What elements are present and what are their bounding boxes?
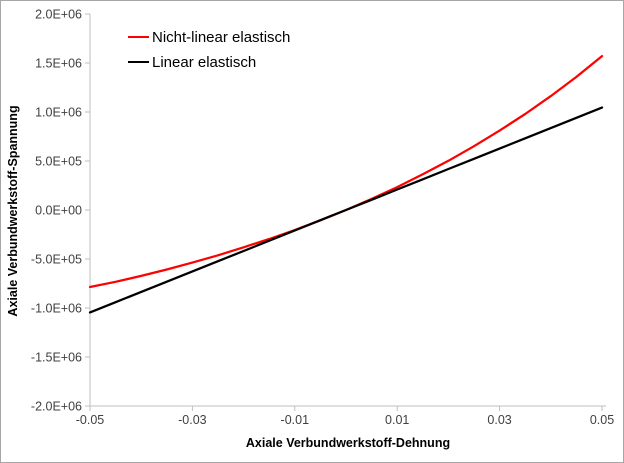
x-tick-label: -0.03 [178, 413, 207, 427]
legend-layer: Nicht-linear elastisch Linear elastisch [128, 29, 290, 71]
y-tick-label: -2.0E+06 [31, 400, 82, 414]
y-tick-label: 0.0E+00 [35, 204, 82, 218]
x-axis-title: Axiale Verbundwerkstoff-Dehnung [246, 436, 450, 450]
y-tick-label: 1.0E+06 [35, 106, 82, 120]
x-tick-label: 0.05 [590, 413, 614, 427]
legend-label: Linear elastisch [152, 54, 256, 71]
x-tick-label: -0.01 [281, 413, 310, 427]
y-tick-label: -1.5E+06 [31, 351, 82, 365]
x-tick-label: 0.01 [385, 413, 409, 427]
y-axis-title: Axiale Verbundwerkstoff-Spannung [6, 105, 20, 316]
y-tick-label: 1.5E+06 [35, 57, 82, 71]
axes-layer: 2.0E+06 1.5E+06 1.0E+06 5.0E+05 0.0E+00 -5.0E… [31, 8, 614, 428]
y-tick-label: 2.0E+06 [35, 8, 82, 22]
y-tick-label: -5.0E+05 [31, 253, 82, 267]
series-line-linear-elastisch [88, 106, 604, 314]
x-tick-label: 0.03 [487, 413, 511, 427]
y-tick-label: -1.0E+06 [31, 302, 82, 316]
x-tick-label: -0.05 [76, 413, 105, 427]
series-layer [88, 54, 604, 314]
y-tick-label: 5.0E+05 [35, 155, 82, 169]
legend-label: Nicht-linear elastisch [152, 29, 290, 46]
series-line-nicht-linear-elastisch [88, 54, 604, 289]
